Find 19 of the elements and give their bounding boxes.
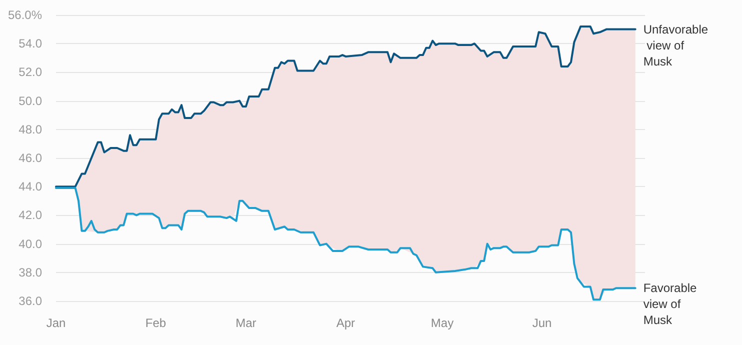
y-tick-label: 54.0 [18,36,42,51]
x-tick-label: Jun [532,316,552,330]
y-tick-label: 46.0 [18,151,42,165]
y-tick-label: 50.0 [18,94,42,108]
y-tick-label: 56.0% [8,8,42,22]
y-tick-label: 40.0 [18,236,42,251]
x-tick-label: Feb [145,316,166,330]
y-tick-label: 48.0 [18,122,42,136]
y-tick-label: 42.0 [18,208,42,222]
series-label: Favorable view of Musk [643,281,700,328]
y-tick-label: 36.0 [18,294,42,308]
x-tick-label: Apr [336,316,356,330]
y-tick-label: 52.0 [18,65,42,80]
x-tick-label: May [430,316,454,330]
x-tick-label: Mar [236,316,256,330]
x-tick-label: Jan [46,316,66,330]
y-tick-label: 38.0 [18,265,42,280]
y-tick-label: 44.0 [18,180,42,194]
series-label: Unfavorable view of Musk [643,22,708,68]
